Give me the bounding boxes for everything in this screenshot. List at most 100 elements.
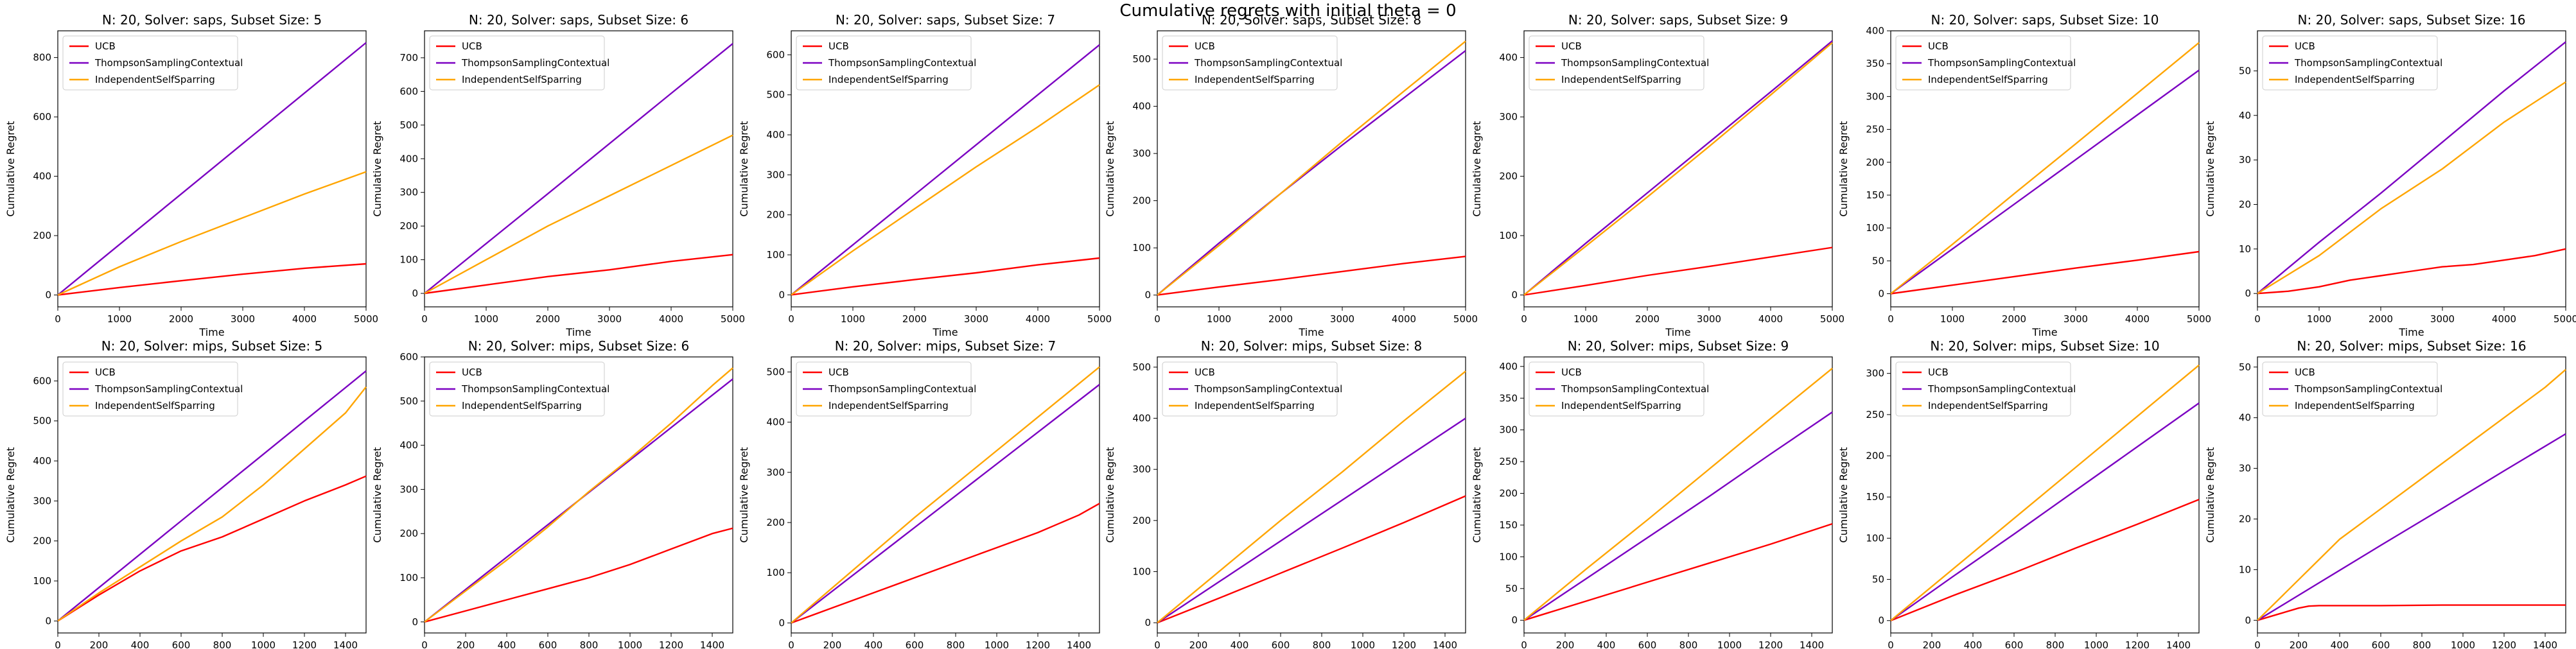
y-tick-label: 300 [1499, 424, 1518, 436]
x-tick-label: 0 [1888, 313, 1894, 325]
x-tick-label: 0 [788, 639, 794, 649]
x-tick-label: 1000 [107, 313, 132, 325]
legend-entry: IndependentSelfSparring [1928, 400, 2048, 411]
y-tick-label: 0 [778, 617, 785, 628]
series-line-IndependentSelfSparring [791, 84, 1100, 296]
series-line-ThompsonSamplingContextual [1523, 411, 1833, 621]
legend-entry: UCB [462, 367, 482, 378]
y-tick-label: 400 [1499, 361, 1518, 372]
legend: UCB ThompsonSamplingContextual Independent… [429, 361, 609, 417]
y-tick-label: 0 [1511, 614, 1518, 626]
x-tick-label: 4000 [1392, 313, 1416, 325]
y-tick-label: 0 [45, 290, 51, 301]
y-axis-label: Cumulative Regret [1104, 121, 1116, 216]
legend-entry: ThompsonSamplingContextual [461, 57, 609, 69]
y-tick-label: 0 [778, 289, 785, 300]
legend-entry: ThompsonSamplingContextual [828, 383, 976, 395]
y-tick-label: 100 [33, 575, 51, 587]
x-tick-label: 0 [55, 313, 61, 325]
y-tick-label: 150 [1866, 491, 1884, 503]
x-tick-label: 400 [131, 639, 150, 649]
legend: UCB ThompsonSamplingContextual Independent… [796, 35, 976, 91]
x-tick-label: 200 [1189, 639, 1208, 649]
x-tick-label: 3000 [597, 313, 622, 325]
series-line-IndependentSelfSparring [791, 366, 1100, 624]
x-tick-label: 1400 [333, 639, 358, 649]
legend-box [429, 35, 605, 91]
subplot-title: N: 20, Solver: saps, Subset Size: 7 [836, 12, 1055, 28]
x-tick-label: 2000 [1268, 313, 1293, 325]
series-line-UCB [424, 254, 733, 295]
subplot-title: N: 20, Solver: mips, Subset Size: 8 [1201, 338, 1423, 354]
subplot-8: N: 20, Solver: mips, Subset Size: 5 0 200 4… [4, 338, 367, 649]
legend-box [1162, 35, 1338, 91]
y-axis-label: Cumulative Regret [2204, 447, 2216, 542]
legend-box [1895, 361, 2071, 417]
x-tick-label: 4000 [1758, 313, 1783, 325]
x-tick-label: 0 [1154, 639, 1161, 649]
series-line-IndependentSelfSparring [1157, 40, 1466, 296]
x-tick-label: 2000 [1635, 313, 1660, 325]
x-tick-label: 800 [2046, 639, 2065, 649]
series-line-IndependentSelfSparring [1523, 367, 1833, 621]
legend: UCB ThompsonSamplingContextual Independent… [796, 361, 976, 417]
y-axis-label: Cumulative Regret [4, 447, 17, 542]
x-tick-label: 800 [1313, 639, 1331, 649]
y-tick-label: 100 [399, 572, 418, 584]
x-tick-label: 3000 [2430, 313, 2455, 325]
series-line-UCB [791, 257, 1100, 296]
legend-box [62, 35, 238, 91]
x-tick-label: 1000 [2451, 639, 2475, 649]
x-tick-label: 400 [864, 639, 883, 649]
series-line-ThompsonSamplingContextual [2257, 433, 2566, 621]
y-tick-label: 0 [45, 615, 51, 627]
x-tick-label: 5000 [1453, 313, 1478, 325]
subplot-title: N: 20, Solver: mips, Subset Size: 10 [1930, 338, 2159, 354]
y-axis-label: Cumulative Regret [371, 447, 383, 542]
x-axis-label: Time [1298, 326, 1324, 338]
y-tick-label: 300 [33, 495, 51, 506]
legend-entry: ThompsonSamplingContextual [1194, 57, 1342, 69]
series-line-IndependentSelfSparring [1523, 42, 1833, 296]
series-line-ThompsonSamplingContextual [1157, 49, 1466, 296]
y-tick-label: 600 [766, 49, 785, 60]
series-line-IndependentSelfSparring [1157, 370, 1466, 624]
series-line-UCB [1523, 523, 1833, 621]
series-line-ThompsonSamplingContextual [791, 384, 1100, 624]
x-axis-label: Time [2398, 326, 2424, 338]
y-tick-label: 150 [1866, 189, 1884, 201]
y-tick-label: 50 [1505, 583, 1518, 594]
legend-box [62, 361, 238, 417]
subplot-6: N: 20, Solver: saps, Subset Size: 10 0 100… [1837, 12, 2211, 338]
y-tick-label: 300 [1866, 91, 1884, 102]
y-tick-label: 100 [766, 249, 785, 261]
x-tick-label: 5000 [2554, 313, 2576, 325]
y-tick-label: 200 [33, 535, 51, 547]
x-tick-label: 600 [2005, 639, 2024, 649]
subplot-5: N: 20, Solver: saps, Subset Size: 90 1000… [1471, 12, 1844, 338]
legend-entry: ThompsonSamplingContextual [1194, 383, 1342, 395]
series-line-IndependentSelfSparring [1890, 364, 2200, 621]
y-tick-label: 200 [1132, 195, 1151, 207]
x-tick-label: 0 [1154, 313, 1161, 325]
y-tick-label: 0 [1144, 617, 1151, 628]
y-tick-label: 40 [2239, 110, 2251, 121]
y-tick-label: 800 [33, 52, 51, 64]
y-tick-label: 300 [766, 467, 785, 478]
series-line-UCB [791, 503, 1100, 624]
x-axis-label: Time [198, 326, 224, 338]
x-tick-label: 200 [90, 639, 109, 649]
legend-entry: ThompsonSamplingContextual [828, 57, 976, 69]
subplot-13: N: 20, Solver: mips, Subset Size: 10 0 200… [1837, 338, 2200, 649]
y-axis-label: Cumulative Regret [4, 121, 17, 216]
subplot-2: N: 20, Solver: saps, Subset Size: 60 1000… [371, 12, 745, 338]
x-tick-label: 1000 [985, 639, 1009, 649]
y-tick-label: 200 [33, 230, 51, 241]
legend: UCB ThompsonSamplingContextual Independent… [1895, 361, 2076, 417]
y-axis-label: Cumulative Regret [738, 121, 750, 216]
series-line-IndependentSelfSparring [2257, 368, 2566, 621]
x-tick-label: 2000 [2002, 313, 2026, 325]
subplot-title: N: 20, Solver: saps, Subset Size: 6 [469, 12, 688, 28]
subplot-title: N: 20, Solver: mips, Subset Size: 16 [2297, 338, 2526, 354]
x-tick-label: 3000 [2063, 313, 2088, 325]
